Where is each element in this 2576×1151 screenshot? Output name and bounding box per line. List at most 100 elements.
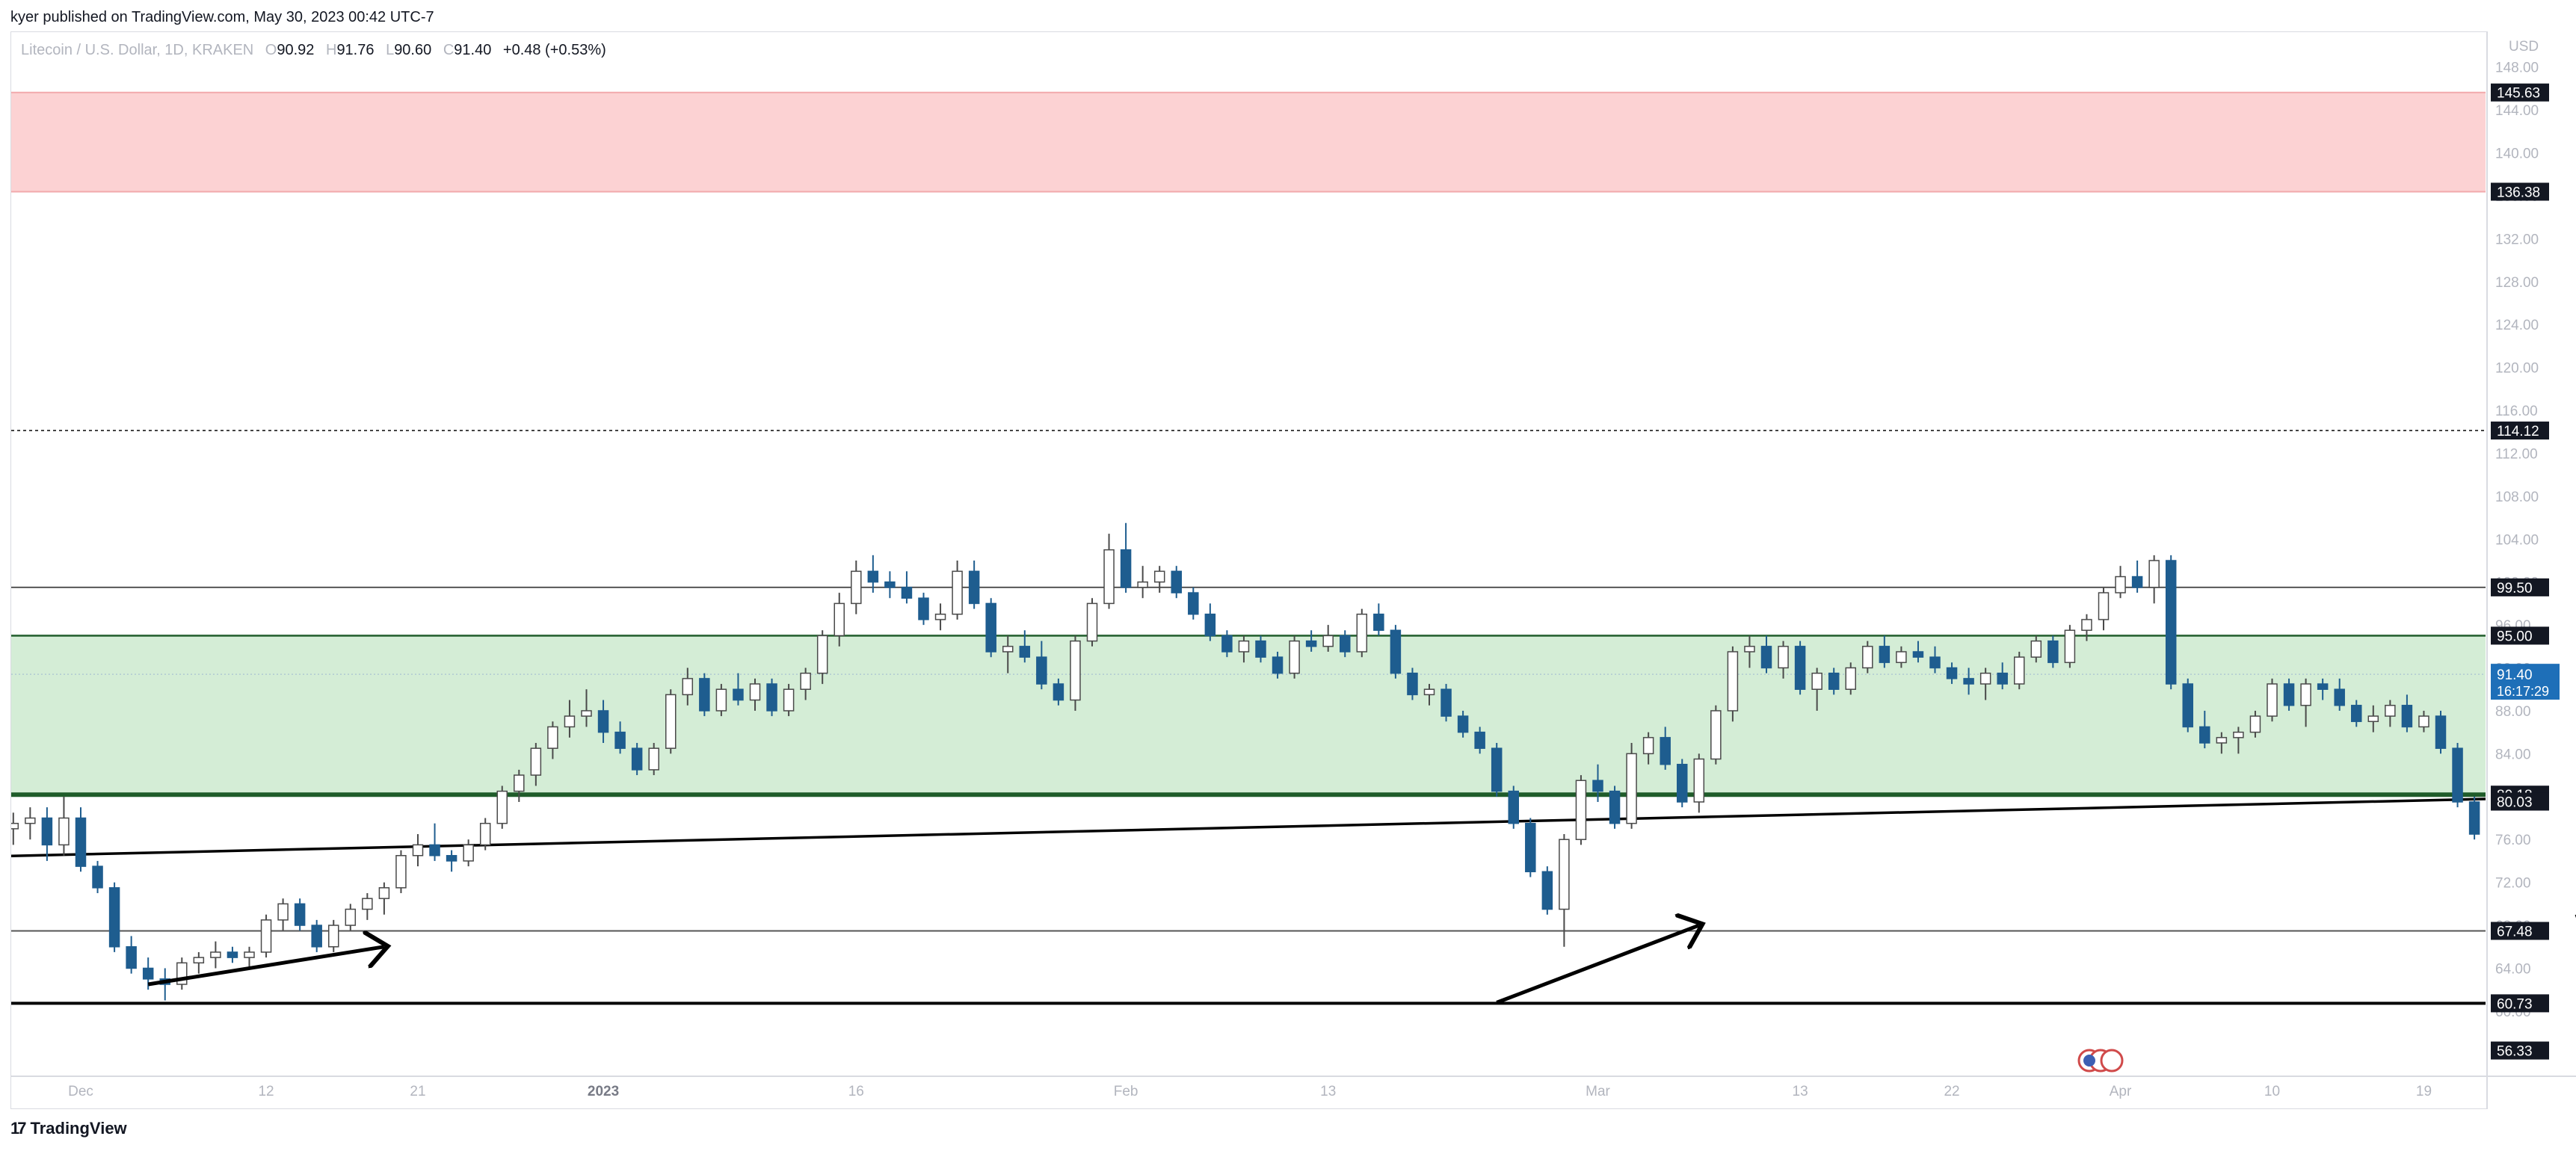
candle[interactable] — [766, 678, 777, 717]
candle[interactable] — [1609, 786, 1621, 829]
candle[interactable] — [2081, 614, 2092, 641]
candle[interactable] — [2385, 700, 2396, 727]
candle[interactable] — [1440, 684, 1452, 722]
candle[interactable] — [1693, 753, 1705, 813]
candle[interactable] — [1727, 646, 1739, 722]
candle[interactable] — [2418, 710, 2429, 732]
candle[interactable] — [2317, 678, 2329, 700]
candle[interactable] — [193, 951, 205, 974]
candle[interactable] — [2249, 710, 2261, 738]
candle[interactable] — [479, 818, 491, 851]
candle[interactable] — [867, 555, 879, 593]
candle[interactable] — [1677, 759, 1688, 808]
candle[interactable] — [1036, 641, 1047, 690]
candle[interactable] — [1744, 635, 1755, 668]
candle[interactable] — [901, 571, 913, 604]
candle[interactable] — [1002, 635, 1014, 673]
candle[interactable] — [1794, 641, 1806, 695]
candle[interactable] — [581, 689, 592, 727]
candle[interactable] — [1221, 630, 1233, 658]
candle[interactable] — [1086, 598, 1098, 647]
candle[interactable] — [0, 802, 1, 839]
tradingview-footer[interactable]: 17 TradingView — [10, 1119, 127, 1138]
candle[interactable] — [2468, 796, 2480, 840]
candle[interactable] — [1997, 662, 2008, 690]
candle[interactable] — [1525, 818, 1536, 877]
candle[interactable] — [2554, 786, 2563, 807]
candle[interactable] — [699, 673, 710, 717]
candle[interactable] — [1979, 667, 1991, 700]
candle[interactable] — [1912, 641, 1924, 663]
candle[interactable] — [985, 598, 996, 658]
candle[interactable] — [429, 823, 440, 861]
candle[interactable] — [1929, 646, 1941, 673]
candle[interactable] — [816, 630, 828, 685]
candle[interactable] — [126, 936, 137, 974]
candle[interactable] — [2115, 566, 2126, 599]
candle[interactable] — [665, 689, 677, 754]
candle[interactable] — [648, 743, 659, 776]
candle[interactable] — [2300, 678, 2311, 727]
candle[interactable] — [1019, 630, 1031, 663]
candle[interactable] — [58, 796, 70, 856]
candle[interactable] — [800, 667, 811, 700]
candle[interactable] — [2452, 743, 2463, 808]
candle[interactable] — [311, 919, 322, 952]
candle[interactable] — [2014, 652, 2025, 690]
candle[interactable] — [1289, 635, 1300, 679]
candle[interactable] — [1188, 587, 1199, 620]
candle[interactable] — [2216, 732, 2228, 754]
candle[interactable] — [1491, 743, 1503, 797]
candle[interactable] — [1103, 534, 1115, 609]
candle[interactable] — [1255, 635, 1266, 663]
candle[interactable] — [1153, 566, 1165, 593]
candle[interactable] — [362, 892, 373, 920]
candle[interactable] — [75, 807, 87, 872]
candle[interactable] — [1120, 522, 1132, 593]
candle[interactable] — [1373, 603, 1384, 636]
candle[interactable] — [1575, 775, 1587, 845]
candle[interactable] — [412, 834, 424, 867]
candle[interactable] — [1457, 710, 1469, 738]
candle[interactable] — [2182, 678, 2193, 732]
candle[interactable] — [159, 968, 170, 1001]
candle[interactable] — [1407, 667, 1418, 700]
candle[interactable] — [176, 957, 188, 990]
candle[interactable] — [918, 593, 929, 626]
candle[interactable] — [547, 721, 558, 759]
candle[interactable] — [2367, 705, 2379, 732]
candle[interactable] — [1845, 662, 1856, 695]
candle[interactable] — [25, 807, 36, 840]
candle[interactable] — [1305, 630, 1317, 652]
candle[interactable] — [2435, 710, 2447, 754]
candle[interactable] — [277, 898, 289, 931]
candle[interactable] — [2267, 678, 2278, 722]
candle[interactable] — [1356, 608, 1368, 658]
candle[interactable] — [1963, 667, 1974, 695]
candle[interactable] — [1642, 732, 1654, 765]
candle[interactable] — [783, 684, 795, 717]
candle[interactable] — [446, 850, 457, 872]
candle[interactable] — [2064, 625, 2076, 668]
candle[interactable] — [614, 721, 626, 754]
candle[interactable] — [1272, 652, 1284, 679]
candle[interactable] — [2030, 635, 2042, 663]
candle[interactable] — [682, 667, 694, 706]
candle[interactable] — [294, 898, 306, 931]
candle[interactable] — [1710, 705, 1722, 765]
candle[interactable] — [1660, 726, 1671, 770]
candle[interactable] — [2199, 710, 2210, 749]
candle[interactable] — [934, 603, 946, 631]
candle[interactable] — [1390, 625, 1402, 679]
candle[interactable] — [2283, 678, 2295, 711]
candle[interactable] — [2351, 700, 2362, 727]
candle[interactable] — [496, 786, 508, 829]
candle[interactable] — [2148, 555, 2160, 604]
candle[interactable] — [564, 700, 576, 738]
candle[interactable] — [1137, 566, 1148, 599]
candle[interactable] — [1541, 866, 1553, 915]
candle[interactable] — [8, 812, 19, 845]
candle[interactable] — [1828, 667, 1840, 695]
candle[interactable] — [227, 946, 238, 963]
